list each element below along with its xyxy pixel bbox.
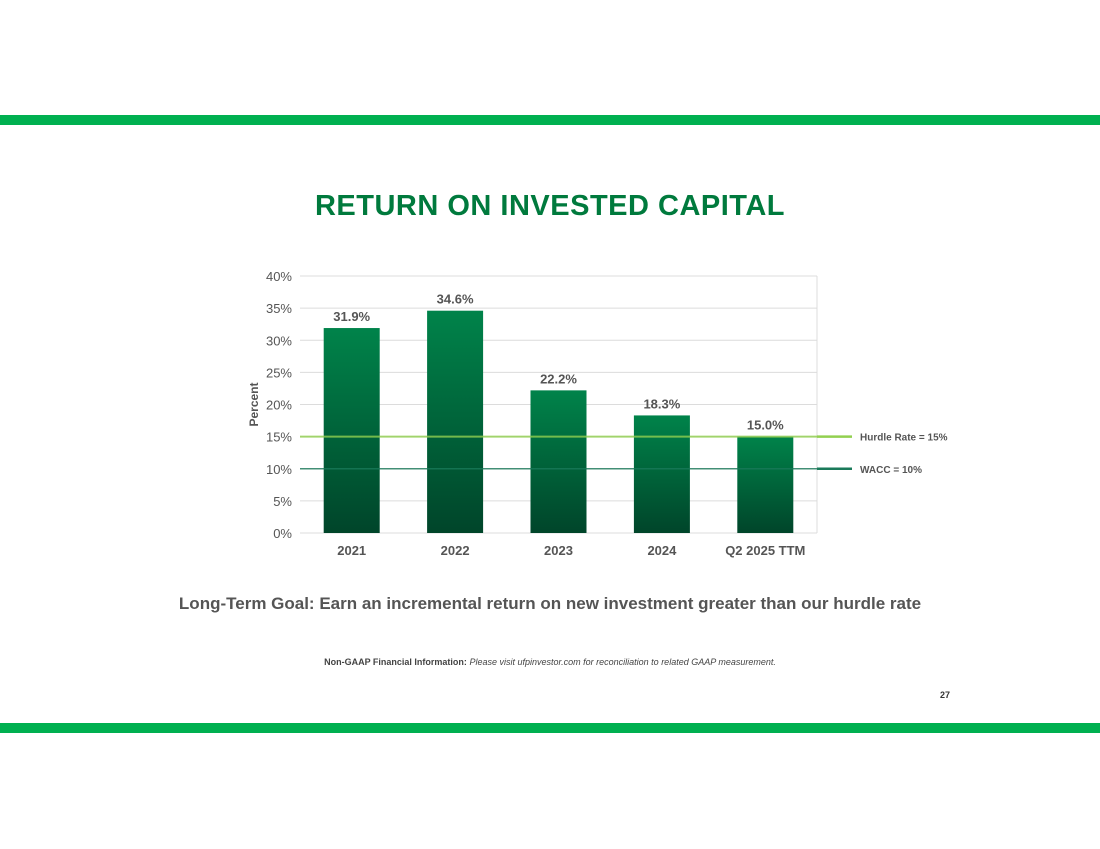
bottom-band (0, 723, 1100, 733)
slide-title: RETURN ON INVESTED CAPITAL (314, 190, 786, 222)
note-text: Please visit ufpinvestor.com for reconci… (469, 657, 776, 667)
data-label: 22.2% (540, 371, 577, 386)
y-tick-label: 15% (266, 430, 292, 445)
bar (427, 310, 484, 533)
y-tick-label: 30% (266, 333, 292, 348)
x-tick-label: 2024 (647, 543, 677, 558)
bar (530, 390, 587, 533)
y-tick-label: 5% (273, 494, 292, 509)
data-label: 34.6% (437, 292, 474, 307)
x-tick-label: 2023 (544, 543, 573, 558)
x-tick-label: 2022 (441, 543, 470, 558)
reference-line-label: WACC = 10% (860, 465, 922, 476)
y-tick-label: 20% (266, 398, 292, 413)
data-label: 18.3% (643, 396, 680, 411)
x-tick-label: 2021 (337, 543, 366, 558)
page-number: 27 (940, 690, 951, 700)
y-tick-label: 35% (266, 301, 292, 316)
y-axis-label: Percent (247, 382, 261, 426)
note-label: Non-GAAP Financial Information: (324, 657, 467, 667)
y-tick-label: 25% (266, 365, 292, 380)
y-tick-label: 0% (273, 526, 292, 541)
reference-line-label: Hurdle Rate = 15% (860, 433, 948, 444)
data-label: 15.0% (747, 418, 784, 433)
y-tick-label: 40% (266, 269, 292, 284)
bar (323, 328, 380, 533)
x-tick-label: Q2 2025 TTM (725, 543, 805, 558)
bar (737, 436, 794, 533)
goal-text: Long-Term Goal: Earn an incremental retu… (178, 594, 922, 613)
bar (633, 415, 690, 533)
top-band (0, 115, 1100, 125)
y-tick-label: 10% (266, 462, 292, 477)
data-label: 31.9% (333, 309, 370, 324)
non-gaap-note: Non-GAAP Financial Information: Please v… (0, 657, 1100, 667)
